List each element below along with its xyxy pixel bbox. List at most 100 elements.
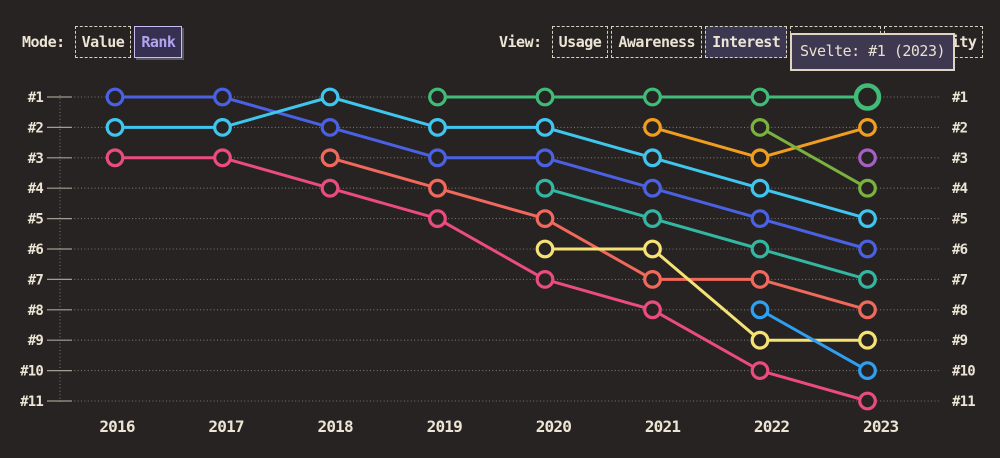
data-point-coral-2021[interactable] — [643, 270, 662, 289]
data-point-teal-2020[interactable] — [535, 178, 555, 198]
y-axis-label-right-#2: #2 — [952, 120, 968, 136]
data-point-azure-2022[interactable] — [750, 300, 770, 320]
data-point-yellow-2023[interactable] — [858, 330, 877, 350]
x-axis-label-2017: 2017 — [208, 417, 243, 436]
data-point-coral-2022[interactable] — [750, 270, 770, 289]
data-point-svelte-2023[interactable] — [853, 83, 882, 111]
y-axis-label-right-#10: #10 — [952, 364, 975, 380]
data-point-azure-2023[interactable] — [858, 361, 877, 381]
mode-option-rank[interactable]: Rank — [134, 26, 183, 58]
data-point-royal-blue-2018[interactable] — [320, 117, 340, 137]
data-point-pink-2023[interactable] — [858, 391, 877, 411]
y-axis-label-left-#3: #3 — [28, 151, 44, 167]
data-point-cyan-2023[interactable] — [858, 209, 877, 229]
y-axis-label-left-#7: #7 — [28, 272, 44, 288]
view-label: View: — [499, 33, 542, 51]
y-axis-label-right-#11: #11 — [952, 394, 975, 410]
data-point-cyan-2019[interactable] — [428, 117, 447, 137]
data-point-yellow-2020[interactable] — [535, 239, 555, 259]
data-point-cyan-2017[interactable] — [213, 117, 232, 137]
y-axis-label-left-#1: #1 — [28, 90, 44, 106]
y-axis-label-left-#2: #2 — [28, 120, 44, 136]
y-axis-label-left-#11: #11 — [20, 394, 43, 410]
data-point-pink-2018[interactable] — [320, 178, 340, 198]
series-line-cyan — [113, 95, 869, 221]
data-point-pink-2016[interactable] — [105, 148, 125, 168]
data-point-pink-2017[interactable] — [213, 148, 232, 168]
series-line-pink — [113, 156, 869, 403]
data-point-royal-blue-2019[interactable] — [428, 148, 447, 168]
chart-tooltip: Svelte: #1 (2023) — [790, 33, 956, 71]
y-axis-label-left-#5: #5 — [28, 212, 44, 228]
x-axis-label-2023: 2023 — [863, 417, 898, 436]
data-point-coral-2020[interactable] — [535, 209, 555, 229]
data-point-svelte-2019[interactable] — [428, 87, 447, 107]
data-point-pink-2020[interactable] — [535, 270, 555, 289]
data-point-orange-2022[interactable] — [750, 148, 770, 168]
data-point-royal-blue-2023[interactable] — [858, 239, 877, 259]
data-point-cyan-2020[interactable] — [535, 117, 555, 137]
y-axis-label-left-#8: #8 — [28, 303, 44, 319]
x-axis-label-2019: 2019 — [427, 417, 462, 436]
x-axis-label-2021: 2021 — [645, 417, 680, 436]
series-line-teal — [543, 186, 869, 281]
data-point-teal-2021[interactable] — [643, 209, 662, 229]
y-axis-label-right-#4: #4 — [952, 181, 968, 197]
x-axis-label-2022: 2022 — [754, 417, 789, 436]
mode-buttons: Value Rank — [74, 26, 186, 58]
x-axis-label-2018: 2018 — [318, 417, 353, 436]
data-point-royal-blue-2020[interactable] — [535, 148, 555, 168]
data-point-yellow-green-2022[interactable] — [750, 117, 770, 137]
data-point-teal-2023[interactable] — [858, 270, 877, 289]
data-point-royal-blue-2016[interactable] — [105, 87, 125, 107]
data-point-royal-blue-2022[interactable] — [750, 209, 770, 229]
data-point-cyan-2018[interactable] — [320, 87, 340, 107]
data-point-purple-2023[interactable] — [858, 148, 877, 168]
data-point-coral-2019[interactable] — [428, 178, 447, 198]
y-axis-label-right-#9: #9 — [952, 333, 968, 349]
view-option-interest[interactable]: Interest — [705, 26, 788, 58]
data-point-coral-2018[interactable] — [320, 148, 340, 168]
data-point-svelte-2022[interactable] — [750, 87, 770, 107]
data-point-yellow-green-2023[interactable] — [858, 178, 877, 198]
data-point-teal-2022[interactable] — [750, 239, 770, 259]
series-line-royal-blue — [113, 95, 869, 251]
y-axis-label-left-#4: #4 — [28, 181, 44, 197]
y-axis-label-right-#6: #6 — [952, 242, 968, 258]
y-axis-label-right-#5: #5 — [952, 212, 968, 228]
y-axis-label-left-#10: #10 — [20, 364, 43, 380]
data-point-coral-2023[interactable] — [858, 300, 877, 320]
y-axis-label-right-#1: #1 — [952, 90, 968, 106]
series-line-yellow-green — [758, 125, 869, 190]
view-option-usage[interactable]: Usage — [551, 26, 609, 58]
data-point-yellow-2022[interactable] — [750, 330, 770, 350]
series-line-azure — [758, 308, 869, 373]
data-point-cyan-2021[interactable] — [643, 148, 662, 168]
data-point-pink-2022[interactable] — [750, 361, 770, 381]
data-point-pink-2021[interactable] — [643, 300, 662, 320]
mode-label: Mode: — [22, 33, 65, 51]
data-point-orange-2023[interactable] — [858, 117, 877, 137]
y-axis-label-right-#7: #7 — [952, 272, 968, 288]
data-point-svelte-2020[interactable] — [535, 87, 555, 107]
mode-switcher: Mode: Value Rank — [22, 26, 185, 58]
data-point-cyan-2022[interactable] — [750, 178, 770, 198]
data-point-cyan-2016[interactable] — [105, 117, 125, 137]
y-axis-label-left-#9: #9 — [28, 333, 44, 349]
data-point-royal-blue-2021[interactable] — [643, 178, 662, 198]
chart-tooltip-text: Svelte: #1 (2023) — [800, 42, 946, 60]
y-axis-label-left-#6: #6 — [28, 242, 44, 258]
data-point-yellow-2021[interactable] — [643, 239, 662, 259]
mode-option-value[interactable]: Value — [74, 26, 132, 58]
x-axis-label-2020: 2020 — [536, 417, 571, 436]
series-line-coral — [328, 156, 869, 312]
data-point-svelte-2021[interactable] — [643, 87, 662, 107]
x-axis-label-2016: 2016 — [99, 417, 134, 436]
view-option-awareness[interactable]: Awareness — [611, 26, 703, 58]
data-point-pink-2019[interactable] — [428, 209, 447, 229]
data-point-orange-2021[interactable] — [643, 117, 662, 137]
y-axis-label-right-#3: #3 — [952, 151, 968, 167]
y-axis-label-right-#8: #8 — [952, 303, 968, 319]
data-point-royal-blue-2017[interactable] — [213, 87, 232, 107]
